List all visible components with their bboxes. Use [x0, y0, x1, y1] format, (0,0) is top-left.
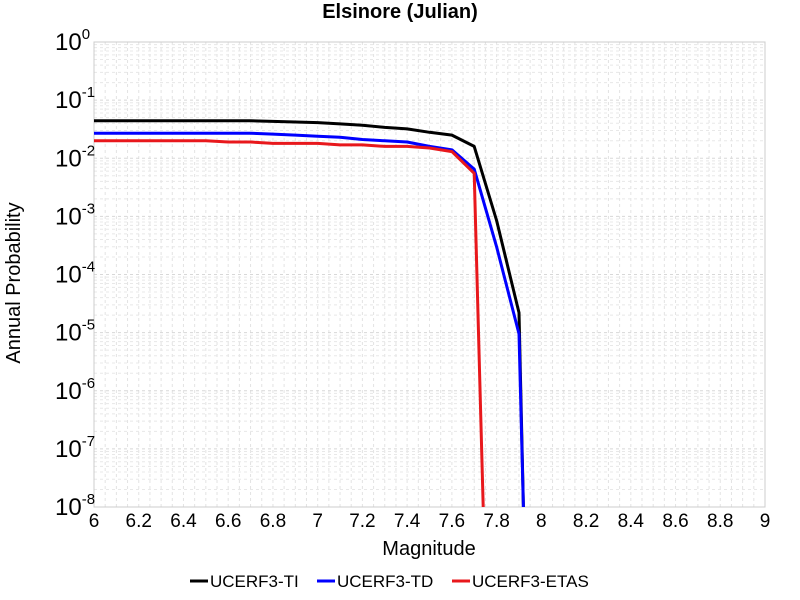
plot-lines: [94, 119, 525, 508]
y-axis-title: Annual Probability: [3, 202, 25, 363]
x-tick-label: 6: [89, 511, 100, 532]
x-ticks: 6 6.2 6.4 6.6 6.8 7 7.2 7.4 7.6 7.8 8 8.2 8.4 8.6 8.8 9: [89, 511, 771, 532]
legend-label: UCERF3-TI: [210, 572, 299, 591]
y-tick-label: 10-4: [55, 259, 95, 289]
x-tick-label: 8.2: [573, 511, 599, 532]
chart-title: Elsinore (Julian): [322, 1, 478, 23]
y-tick-label: 10-6: [55, 375, 95, 405]
grid: [94, 42, 765, 507]
plot-frame: [93, 41, 766, 508]
series-line-ucerf3-ti: [94, 119, 525, 508]
y-tick-label: 10-7: [55, 433, 95, 463]
y-tick-label: 10-8: [55, 491, 95, 521]
x-tick-label: 7.4: [394, 511, 421, 532]
x-tick-label: 6.8: [260, 511, 286, 532]
x-tick-label: 8: [536, 511, 547, 532]
legend: UCERF3-TI UCERF3-TD UCERF3-ETAS: [190, 572, 589, 591]
x-tick-label: 7: [312, 511, 323, 532]
series-line-ucerf3-td: [94, 131, 525, 508]
legend-label: UCERF3-ETAS: [472, 572, 589, 591]
y-ticks: 100 10-1 10-2 10-3 10-4 10-5 10-6 10-7 10-8: [55, 26, 95, 521]
y-tick-label: 100: [55, 26, 90, 56]
x-tick-label: 7.6: [439, 511, 465, 532]
x-tick-label: 8.6: [662, 511, 688, 532]
legend-label: UCERF3-TD: [337, 572, 433, 591]
y-tick-label: 10-3: [55, 200, 95, 230]
y-tick-label: 10-5: [55, 317, 95, 347]
x-tick-label: 6.4: [170, 511, 197, 532]
y-tick-label: 10-1: [55, 84, 95, 114]
series-line-ucerf3-etas: [94, 139, 485, 508]
x-tick-label: 6.6: [215, 511, 241, 532]
x-tick-label: 6.2: [126, 511, 152, 532]
x-tick-label: 8.8: [707, 511, 733, 532]
x-tick-label: 8.4: [618, 511, 645, 532]
x-tick-label: 7.8: [483, 511, 509, 532]
x-axis-title: Magnitude: [382, 538, 475, 560]
x-tick-label: 7.2: [349, 511, 375, 532]
y-tick-label: 10-2: [55, 142, 95, 172]
x-tick-label: 9: [760, 511, 771, 532]
